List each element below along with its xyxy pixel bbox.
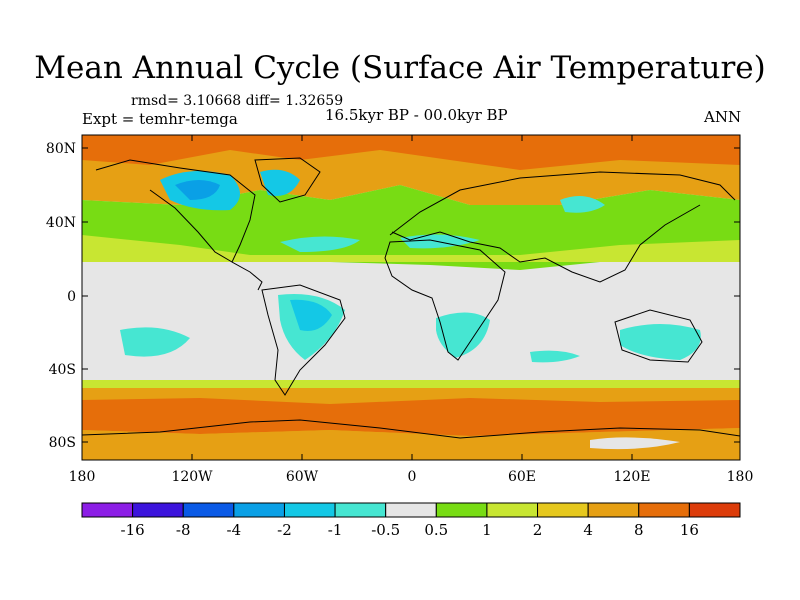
colorbar-label: -2: [277, 521, 292, 539]
north-pacific-cool-patch: [560, 196, 605, 213]
colorbar-swatch: [385, 502, 437, 518]
lat-tick-label: 0: [67, 289, 76, 305]
colorbar-label: 8: [634, 521, 644, 539]
chart-title: Mean Annual Cycle (Surface Air Temperatu…: [34, 50, 766, 86]
coast-australia: [614, 309, 703, 363]
colorbar-swatch: [182, 502, 235, 518]
stats-text: rmsd= 3.10668 diff= 1.32659: [131, 93, 344, 109]
colorbar-swatch: [435, 502, 488, 518]
colorbar-label: 16: [680, 521, 699, 539]
arctic-strong-warm-region: [82, 135, 740, 170]
australia-cool-patch: [620, 324, 701, 360]
antarctic-cool-patch: [590, 437, 680, 450]
colorbar-swatch: [486, 502, 539, 518]
colorbar-label: -1: [328, 521, 343, 539]
coast-antarctica: [82, 419, 740, 439]
colorbar-swatch: [283, 502, 336, 518]
lon-tick-label: 120E: [614, 469, 651, 485]
colorbar-label: -4: [227, 521, 242, 539]
lat-tick-label: 80N: [46, 141, 76, 157]
southern-ocean-strong-warm-region: [82, 398, 740, 436]
coast-africa: [384, 239, 506, 361]
lat-tick-label: 80S: [49, 435, 76, 451]
coast-north-america: [95, 159, 263, 291]
north-america-blue-patch: [175, 180, 220, 200]
colorbar-swatch: [132, 502, 184, 518]
colorbar-swatch: [233, 502, 285, 518]
colorbar-label: -8: [176, 521, 191, 539]
map-field: [82, 135, 740, 460]
colorbar-label: 4: [583, 521, 593, 539]
south-america-blue-patch: [290, 299, 332, 331]
colorbar-label: -0.5: [371, 521, 400, 539]
experiment-label: Expt = temhr-temga: [82, 110, 238, 128]
colorbar-swatch: [587, 502, 640, 518]
africa-cool-patch: [436, 312, 490, 358]
greenland-cool-patch: [260, 169, 300, 196]
season-label: ANN: [704, 108, 742, 126]
colorbar-swatch: [334, 502, 387, 518]
colorbar-label: 0.5: [424, 521, 448, 539]
mediterranean-cool-patch: [400, 234, 480, 249]
colorbar-label: 1: [482, 521, 492, 539]
lon-tick-label: 60E: [508, 469, 536, 485]
colorbar-swatch: [81, 502, 134, 518]
latitude-axis: 80N 40N 0 40S 80S: [46, 141, 740, 451]
longitude-axis: 180 120W 60W 0 60E 120E 180: [69, 135, 754, 485]
period-label: 16.5kyr BP - 00.0kyr BP: [325, 106, 508, 124]
north-yellow-band: [82, 235, 740, 262]
lon-tick-label: 0: [408, 469, 417, 485]
colorbar: -16 -8 -4 -2 -1 -0.5 0.5 1 2 4 8 16: [81, 502, 741, 539]
coast-eurasia: [389, 171, 736, 283]
indian-ocean-cool-patch: [530, 350, 580, 363]
colorbar-label: -16: [121, 521, 145, 539]
north-atlantic-cool-patch: [280, 236, 360, 252]
colorbar-swatch: [688, 502, 741, 518]
lon-tick-label: 180: [727, 469, 754, 485]
lon-tick-label: 60W: [286, 469, 319, 485]
map-frame: [81, 134, 741, 461]
lat-tick-label: 40N: [46, 215, 76, 231]
lat-tick-label: 40S: [49, 362, 76, 378]
colorbar-swatch: [537, 502, 589, 518]
coast-south-america: [261, 284, 346, 396]
colorbar-label: 2: [533, 521, 543, 539]
coast-greenland: [254, 157, 321, 203]
lon-tick-label: 120W: [171, 469, 213, 485]
antarctic-warm-region: [82, 428, 740, 460]
south-pacific-cool-patch: [120, 327, 190, 357]
lon-tick-label: 180: [69, 469, 96, 485]
coastlines: [82, 157, 740, 439]
colorbar-swatch: [638, 502, 690, 518]
